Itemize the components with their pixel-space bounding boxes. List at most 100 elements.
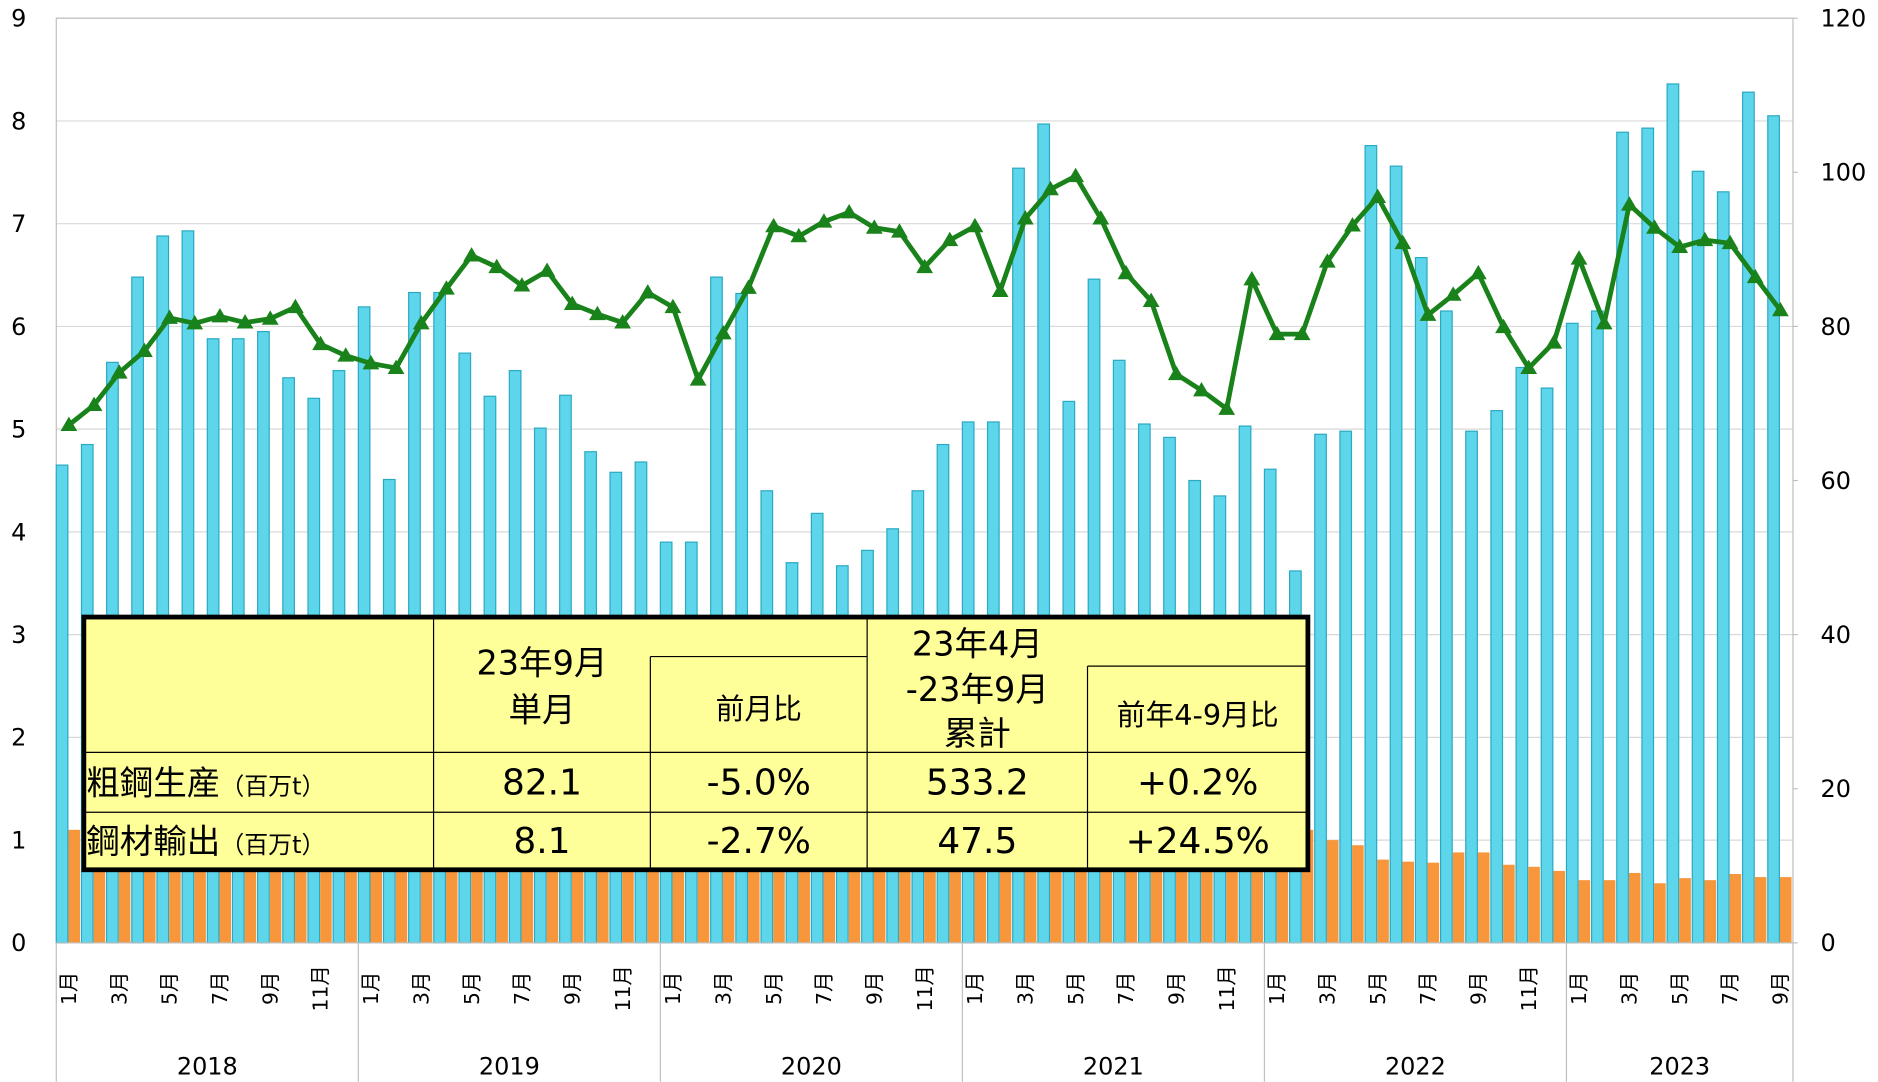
row-unit: （百万t）	[220, 831, 325, 859]
bar	[672, 845, 685, 943]
marker	[1092, 210, 1110, 225]
x-tick-label: 3月	[409, 972, 433, 1005]
x-tick-label: 7月	[812, 972, 836, 1005]
x-tick-label: 9月	[258, 972, 282, 1005]
bar	[395, 850, 408, 943]
x-tick-label: 5月	[1668, 972, 1692, 1005]
bar	[446, 834, 458, 943]
marker	[1016, 210, 1034, 225]
bar	[1402, 861, 1415, 943]
bar	[1477, 852, 1490, 943]
marker	[1495, 318, 1512, 334]
bar	[1301, 829, 1314, 943]
table-head: 累計	[944, 714, 1011, 753]
bar	[1465, 430, 1478, 944]
bar	[55, 464, 69, 944]
marker	[1771, 301, 1789, 317]
bar	[219, 845, 232, 943]
marker	[161, 309, 178, 324]
bar	[1100, 845, 1112, 943]
bar	[320, 845, 332, 943]
y-tick-label: 6	[11, 313, 26, 341]
bar	[1024, 829, 1037, 943]
bar	[1779, 877, 1792, 943]
marker	[1369, 188, 1387, 203]
bar	[571, 850, 584, 943]
x-tick-label: 7月	[1114, 972, 1138, 1005]
y2-tick-label: 120	[1821, 5, 1867, 33]
marker	[865, 219, 883, 234]
marker	[1193, 381, 1210, 397]
x-tick-label: 3月	[1618, 972, 1642, 1005]
bar	[1666, 83, 1680, 944]
bar	[773, 855, 785, 943]
x-tick-label: 5月	[762, 972, 786, 1005]
bar	[1754, 877, 1767, 943]
bar	[1729, 873, 1742, 943]
bar	[848, 845, 861, 943]
y-tick-label: 7	[11, 210, 26, 238]
x-tick-label: 1月	[1567, 972, 1591, 1005]
bar	[1591, 310, 1604, 944]
group-label: 2022	[1385, 1053, 1446, 1081]
bar	[924, 834, 936, 943]
table-cell: 8.1	[513, 821, 570, 862]
table-cell: 47.5	[937, 821, 1017, 862]
bar	[118, 850, 131, 943]
x-tick-label: 7月	[208, 972, 232, 1005]
marker	[840, 203, 858, 219]
marker	[563, 295, 581, 311]
marker	[287, 298, 304, 314]
bar	[93, 850, 106, 943]
x-tick-label: 7月	[510, 972, 534, 1005]
marker	[891, 223, 908, 238]
marker	[1696, 231, 1714, 247]
table-border	[81, 614, 1311, 873]
bar	[1490, 410, 1504, 944]
marker	[1067, 167, 1085, 183]
marker	[1218, 400, 1236, 415]
marker	[1318, 253, 1336, 268]
bar	[1716, 191, 1730, 944]
bar	[1528, 866, 1540, 943]
marker	[1646, 219, 1663, 234]
bar	[647, 840, 659, 943]
bar	[1175, 824, 1188, 943]
x-tick-label: 1月	[661, 972, 685, 1005]
row-label-text: 鋼材輸出	[86, 822, 220, 861]
marker	[941, 231, 959, 247]
marker	[60, 416, 78, 432]
marker	[689, 371, 707, 386]
marker	[589, 305, 606, 321]
marker	[815, 213, 833, 228]
bar	[1603, 880, 1616, 943]
y-tick-label: 4	[11, 518, 26, 546]
table-cell: 82.1	[502, 762, 582, 803]
bar	[949, 829, 961, 943]
bar	[722, 834, 735, 943]
table-head: 23年4月	[912, 624, 1043, 663]
marker	[211, 308, 229, 323]
bar	[999, 834, 1012, 943]
group-label: 2023	[1649, 1053, 1710, 1081]
bar	[521, 845, 534, 943]
bar	[1414, 256, 1428, 944]
bar	[269, 845, 282, 943]
y2-tick-label: 0	[1821, 929, 1836, 957]
bar	[1314, 433, 1327, 944]
y-tick-label: 0	[11, 929, 26, 957]
bar	[798, 840, 810, 943]
bar	[1452, 852, 1465, 943]
marker	[85, 396, 103, 411]
marker	[991, 282, 1009, 297]
x-tick-label: 3月	[1316, 972, 1340, 1005]
bar	[244, 850, 257, 943]
marker	[1520, 359, 1538, 375]
bar	[1439, 310, 1453, 944]
y2-tick-label: 100	[1821, 159, 1867, 187]
x-tick-label: 3月	[711, 972, 735, 1005]
marker	[1419, 306, 1437, 321]
bar	[1578, 880, 1591, 943]
bar	[1503, 864, 1515, 943]
y-tick-label: 1	[11, 826, 26, 854]
